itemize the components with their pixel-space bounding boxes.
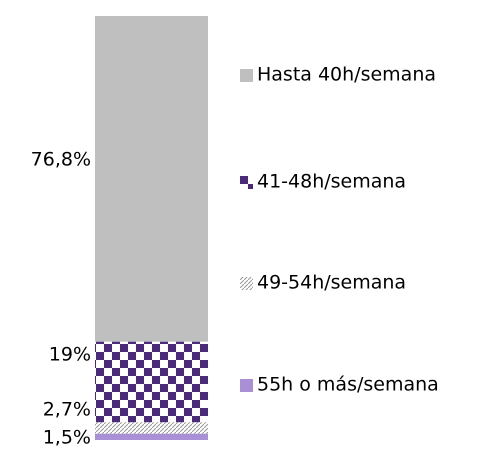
legend-swatch: [240, 176, 253, 189]
bar-segment: [95, 422, 208, 434]
legend-label: 55h o más/semana: [257, 374, 439, 396]
legend-swatch: [240, 277, 253, 290]
legend-swatch: [240, 379, 253, 392]
legend-swatch: [240, 69, 253, 82]
data-label: 1,5%: [43, 427, 91, 449]
legend-label: 49-54h/semana: [257, 272, 406, 294]
legend-label: Hasta 40h/semana: [257, 64, 436, 86]
data-label: 2,7%: [43, 399, 91, 421]
bar-segment: [95, 341, 208, 423]
data-label: 19%: [49, 344, 91, 366]
legend-label: 41-48h/semana: [257, 171, 406, 193]
bar-segment: [95, 16, 208, 342]
data-label: 76,8%: [31, 149, 91, 171]
bar-segment: [95, 433, 208, 440]
